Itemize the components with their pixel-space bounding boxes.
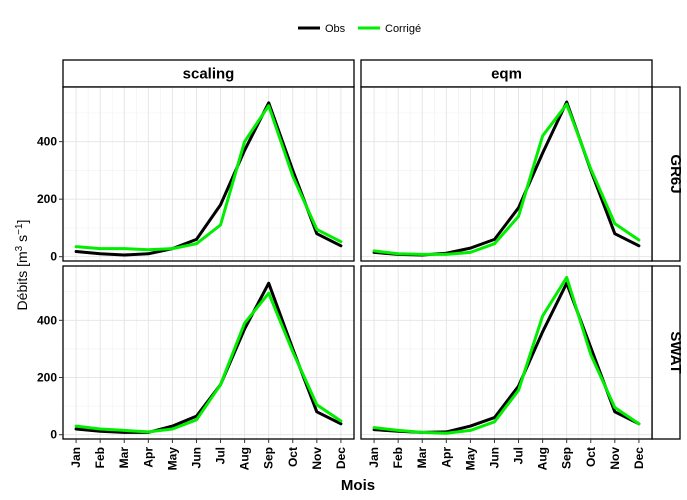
y-tick-label: 0 <box>50 250 57 264</box>
panel-border <box>360 265 653 440</box>
x-tick-label: Jul <box>512 447 526 464</box>
x-tick-label: Feb <box>391 447 405 468</box>
x-tick-label: Feb <box>93 447 107 468</box>
x-tick-label: May <box>463 447 477 471</box>
x-axis-title: Mois <box>341 477 375 494</box>
panel-border <box>62 86 355 262</box>
x-tick-label: Apr <box>439 447 453 468</box>
series-line-corrige <box>74 104 343 252</box>
x-tick-label: Oct <box>286 447 300 467</box>
panel-eqm-GR6J <box>360 86 653 262</box>
panel-border <box>62 265 355 440</box>
series-line-corrige <box>372 102 641 256</box>
x-tick-label: May <box>165 447 179 471</box>
x-tick-label: Jun <box>189 447 203 468</box>
panel-border <box>360 86 653 262</box>
x-tick-label: Oct <box>584 447 598 467</box>
series-line-obs <box>74 101 343 257</box>
strip-label-SWAT: SWAT <box>667 331 684 373</box>
x-tick-label: Jul <box>214 447 228 464</box>
series-line-corrige <box>74 291 343 434</box>
legend-label-corrige: Corrigé <box>385 23 421 35</box>
x-tick-label: Sep <box>560 447 574 469</box>
x-tick-label: Dec <box>632 447 646 469</box>
strip-top-eqm <box>360 59 653 88</box>
y-tick-label: 400 <box>37 135 57 149</box>
y-tick-label: 200 <box>37 192 57 206</box>
panel-scaling-GR6J: 0 200 400 <box>37 86 355 264</box>
x-tick-label: Nov <box>608 447 622 470</box>
legend-label-obs: Obs <box>325 23 346 35</box>
panel-scaling-SWAT: 0 200 400 Jan Feb Mar Apr May Jun Jul Aug Sep Oct Nov… <box>37 265 355 471</box>
legend: Obs Corrigé <box>298 23 421 35</box>
x-tick-label: Aug <box>238 447 252 470</box>
strip-label-eqm: eqm <box>491 66 522 83</box>
strip-top-scaling <box>62 59 355 88</box>
x-tick-label: Jan <box>69 447 83 468</box>
x-tick-label: Nov <box>310 447 324 470</box>
x-tick-label: Jan <box>367 447 381 468</box>
y-axis-title: Débits [m3 s−1] <box>14 220 30 311</box>
x-tick-label: Aug <box>536 447 550 470</box>
x-tick-label: Dec <box>334 447 348 469</box>
y-tick-label: 200 <box>37 371 57 385</box>
y-tick-label: 400 <box>37 313 57 327</box>
panels: scaling eqm GR6J SWAT 0 200 400 0 200 400 Jan Feb Ma… <box>37 59 684 471</box>
x-tick-label: Mar <box>415 447 429 469</box>
x-tick-label: Sep <box>262 447 276 469</box>
strip-label-GR6J: GR6J <box>667 154 684 193</box>
series-line-corrige <box>372 275 641 435</box>
x-tick-label: Jun <box>487 447 501 468</box>
strip-label-scaling: scaling <box>183 66 235 83</box>
y-tick-label: 0 <box>50 428 57 442</box>
x-tick-label: Mar <box>117 447 131 469</box>
panel-eqm-SWAT: Jan Feb Mar Apr May Jun Jul Aug Sep Oct Nov Dec <box>360 265 653 471</box>
x-tick-label: Apr <box>141 447 155 468</box>
